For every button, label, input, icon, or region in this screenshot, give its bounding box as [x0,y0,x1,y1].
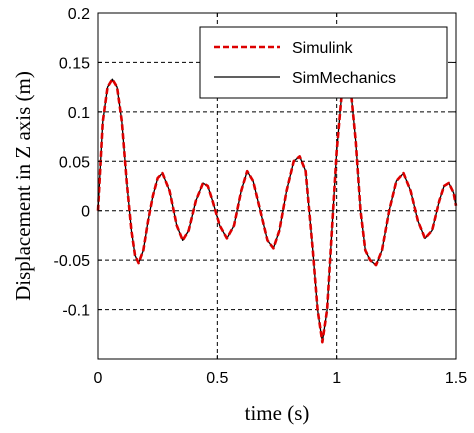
plot-frame [97,12,457,360]
legend-label-simulink: Simulink [292,40,353,57]
y-tick-label: 0.1 [68,105,90,122]
x-tick-label: 0.5 [206,370,228,387]
tick-layer: 0 0.5 1 1.5 -0.1 -0.05 0 0.05 0.1 0.15 0.2 [54,6,468,387]
y-tick-label: 0 [81,204,90,221]
x-tick-label: 1 [332,370,341,387]
legend-box [199,26,448,99]
y-tick-label: 0.2 [68,6,90,23]
y-axis-label: Displacement in Z axis (m) [11,71,35,301]
y-tick-label: 0.05 [59,154,90,171]
series-layer [96,77,458,344]
legend-label-simmechanics: SimMechanics [292,70,396,87]
legend: Simulink SimMechanics [199,26,448,99]
x-tick-label: 0 [94,370,103,387]
y-tick-label: -0.1 [62,303,90,320]
series-line-simulink [96,77,458,344]
x-axis-label: time (s) [245,401,310,425]
y-tick-label: -0.05 [54,253,91,270]
x-tick-label: 1.5 [445,370,467,387]
y-tick-label: 0.15 [59,55,90,72]
